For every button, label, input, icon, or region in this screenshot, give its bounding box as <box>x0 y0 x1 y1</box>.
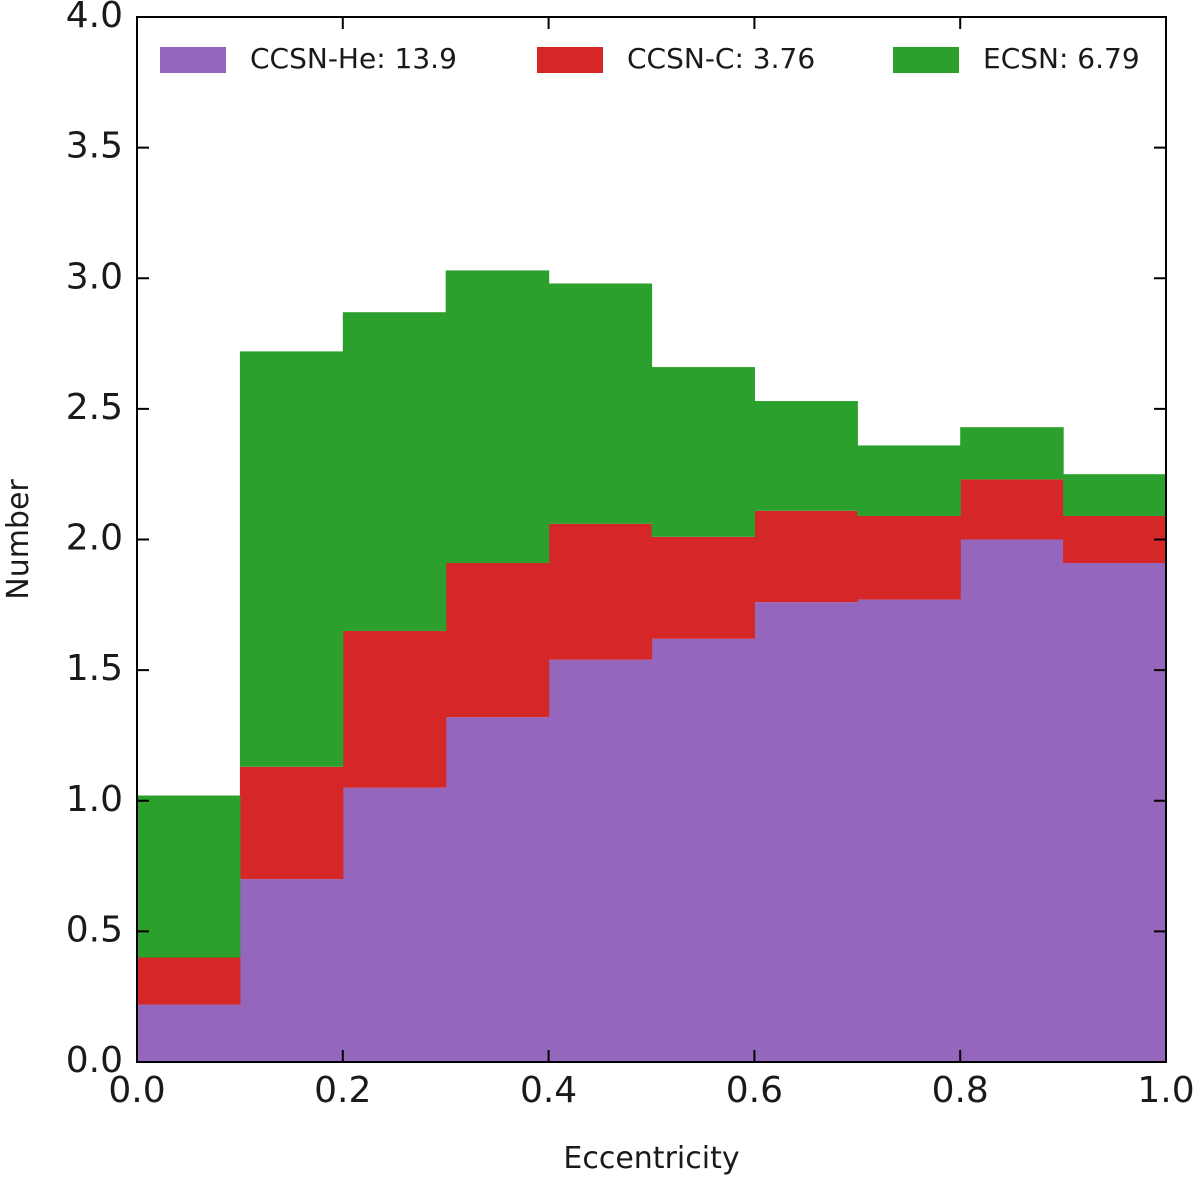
bar-ecsn-bin-0 <box>137 795 241 958</box>
bar-ecsn-bin-8 <box>960 427 1064 480</box>
bar-ccsn-c-bin-2 <box>342 630 447 788</box>
legend-label-ccsn-he: CCSN-He: 13.9 <box>250 42 457 75</box>
bar-ecsn-bin-2 <box>342 312 447 631</box>
bars-layer <box>137 270 1167 1062</box>
bar-ccsn-c-bin-7 <box>857 515 961 600</box>
bar-ccsn-c-bin-3 <box>445 563 550 718</box>
legend-label-ecsn: ECSN: 6.79 <box>983 42 1140 75</box>
bar-ccsn-c-bin-1 <box>239 766 344 880</box>
y-tick-label: 0.5 <box>66 909 123 950</box>
legend: CCSN-He: 13.9 CCSN-C: 3.76 ECSN: 6.79 <box>160 42 1140 75</box>
x-axis-label: Eccentricity <box>563 1141 739 1176</box>
x-tick-label: 0.0 <box>108 1070 165 1111</box>
y-axis-label: Number <box>1 479 36 600</box>
bar-ccsn-he-bin-7 <box>857 599 961 1062</box>
bar-ccsn-c-bin-4 <box>548 523 653 660</box>
x-tick-label: 0.6 <box>726 1070 783 1111</box>
y-tick-label: 2.0 <box>66 518 123 559</box>
bar-ccsn-c-bin-0 <box>137 957 241 1005</box>
bar-ecsn-bin-9 <box>1063 474 1167 516</box>
y-tick-label: 0.0 <box>66 1040 123 1081</box>
x-tick-label: 0.4 <box>520 1070 577 1111</box>
bar-ecsn-bin-3 <box>445 270 550 564</box>
y-tick-label: 1.0 <box>66 779 123 820</box>
x-tick-label: 1.0 <box>1137 1070 1194 1111</box>
legend-swatch-ecsn <box>893 47 959 73</box>
bar-ecsn-bin-6 <box>754 401 858 511</box>
bar-ecsn-bin-1 <box>239 351 344 767</box>
ticks-layer: 0.0 0.5 1.0 1.5 2.0 2.5 3.0 3.5 4.0 0.0 0.2 0.4 0.6 0… <box>66 0 1195 1111</box>
legend-label-ccsn-c: CCSN-C: 3.76 <box>627 42 815 75</box>
bar-ccsn-c-bin-6 <box>754 510 858 603</box>
bar-ccsn-c-bin-9 <box>1063 515 1167 564</box>
y-tick-label: 2.5 <box>66 387 123 428</box>
y-tick-label: 3.0 <box>66 256 123 297</box>
x-tick-label: 0.8 <box>932 1070 989 1111</box>
bar-ccsn-he-bin-8 <box>960 539 1064 1062</box>
bar-ccsn-he-bin-3 <box>445 717 550 1062</box>
bar-ccsn-he-bin-0 <box>137 1004 241 1062</box>
bar-ccsn-he-bin-5 <box>651 638 755 1062</box>
y-tick-label: 1.5 <box>66 648 123 689</box>
y-tick-label: 3.5 <box>66 126 123 167</box>
x-tick-label: 0.2 <box>314 1070 371 1111</box>
bar-ccsn-he-bin-6 <box>754 602 858 1062</box>
bar-ecsn-bin-7 <box>857 445 961 516</box>
bar-ecsn-bin-5 <box>651 367 755 537</box>
bar-ecsn-bin-4 <box>548 283 653 524</box>
y-tick-label: 4.0 <box>66 0 123 36</box>
bar-ccsn-he-bin-1 <box>239 879 344 1062</box>
legend-swatch-ccsn-he <box>160 47 226 73</box>
bar-ccsn-he-bin-9 <box>1063 563 1167 1062</box>
bar-ccsn-he-bin-2 <box>342 787 447 1062</box>
bar-ccsn-c-bin-5 <box>651 536 755 639</box>
bar-ccsn-c-bin-8 <box>960 479 1064 540</box>
legend-swatch-ccsn-c <box>537 47 603 73</box>
bar-ccsn-he-bin-4 <box>548 659 653 1062</box>
